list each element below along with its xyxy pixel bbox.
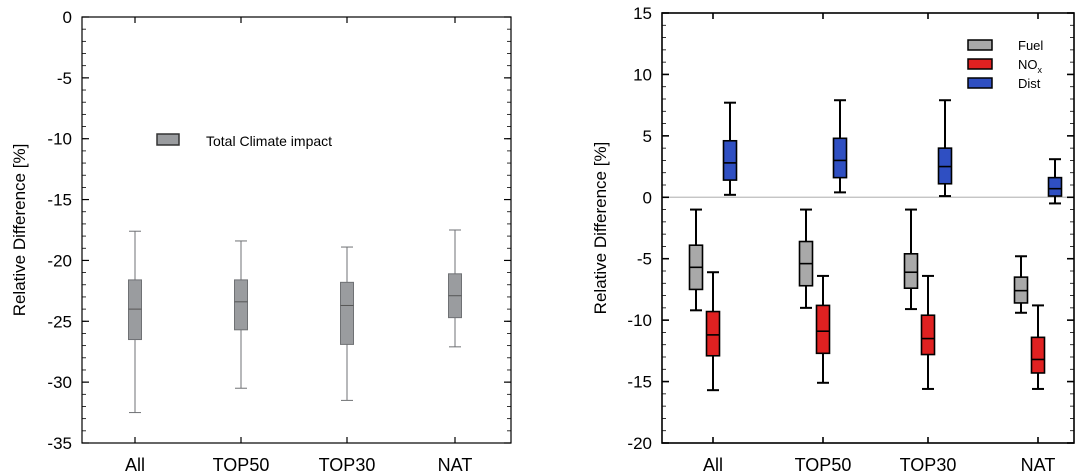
y-tick-label: -35	[47, 434, 72, 453]
box-iqr	[705, 310, 721, 357]
box-total-climate-impact-all	[128, 230, 142, 414]
box-iqr	[1047, 176, 1063, 197]
x-tick-label: NAT	[438, 455, 473, 475]
box-iqr	[815, 304, 831, 355]
y-tick-label: -15	[47, 191, 72, 210]
y-tick-label: -5	[637, 250, 652, 269]
y-tick-label: -10	[47, 130, 72, 149]
y-tick-label: 0	[63, 8, 72, 27]
box-no-all	[705, 271, 721, 392]
legend-label: Total Climate impact	[206, 133, 332, 149]
x-tick-label: TOP50	[213, 455, 270, 475]
box-total-climate-impact-top30	[340, 246, 354, 401]
y-axis-label: Relative Difference [%]	[591, 142, 610, 315]
plot-frame	[661, 12, 1075, 444]
x-tick-label: TOP30	[900, 455, 957, 475]
legend-swatch	[967, 77, 993, 89]
legend-label: Fuel	[1018, 38, 1043, 53]
legend: Total Climate impact	[156, 133, 332, 149]
x-tick-label: NAT	[1021, 455, 1056, 475]
box-total-climate-impact-nat	[448, 229, 462, 348]
legend-swatch	[967, 39, 993, 51]
legend-label: Dist	[1018, 76, 1041, 91]
box-iqr	[920, 314, 936, 356]
y-tick-label: -15	[627, 373, 652, 392]
x-tick-label: TOP50	[795, 455, 852, 475]
box-iqr	[128, 279, 142, 341]
y-tick-label: -5	[57, 69, 72, 88]
box-iqr	[340, 281, 354, 345]
box-no-top50	[815, 274, 831, 384]
box-iqr	[832, 137, 848, 179]
box-iqr	[722, 139, 738, 181]
y-tick-label: 15	[633, 4, 652, 23]
box-fuel-top50	[798, 208, 814, 309]
legend-swatch	[967, 58, 993, 70]
box-dist-all	[722, 101, 738, 196]
y-tick-label: -20	[47, 251, 72, 270]
chart-2: 15 10 5 0 -5 -10 -15 -20 Relative Difference [%]…	[591, 4, 1075, 475]
y-tick-label: -20	[627, 434, 652, 453]
y-tick-label: 10	[633, 65, 652, 84]
y-tick-label: 0	[643, 188, 652, 207]
x-tick-label: All	[703, 455, 723, 475]
x-tick-label: All	[125, 455, 145, 475]
box-dist-top50	[832, 99, 848, 194]
y-tick-label: -25	[47, 312, 72, 331]
y-tick-label: -30	[47, 373, 72, 392]
box-no-nat	[1030, 304, 1046, 390]
legend-label-subscript: x	[1038, 65, 1043, 75]
chart-1: 0 -5 -10 -15 -20 -25 -30 -35 Relative Difference…	[10, 8, 512, 475]
legend-swatch	[156, 133, 180, 146]
box-fuel-top30	[903, 208, 919, 311]
box-total-climate-impact-top50	[234, 240, 248, 389]
legend-label: NOx	[1018, 57, 1043, 75]
box-no-top30	[920, 274, 936, 390]
box-dist-nat	[1047, 158, 1063, 205]
box-fuel-all	[688, 208, 704, 312]
y-tick-label: -10	[627, 311, 652, 330]
y-axis-label: Relative Difference [%]	[10, 144, 29, 317]
box-fuel-nat	[1013, 255, 1029, 314]
box-dist-top30	[937, 99, 953, 198]
x-tick-label: TOP30	[319, 455, 376, 475]
box-iqr	[234, 279, 248, 331]
y-tick-label: 5	[643, 127, 652, 146]
plot-frame	[81, 16, 512, 444]
box-iqr	[1030, 336, 1046, 374]
box-iqr	[903, 253, 919, 290]
